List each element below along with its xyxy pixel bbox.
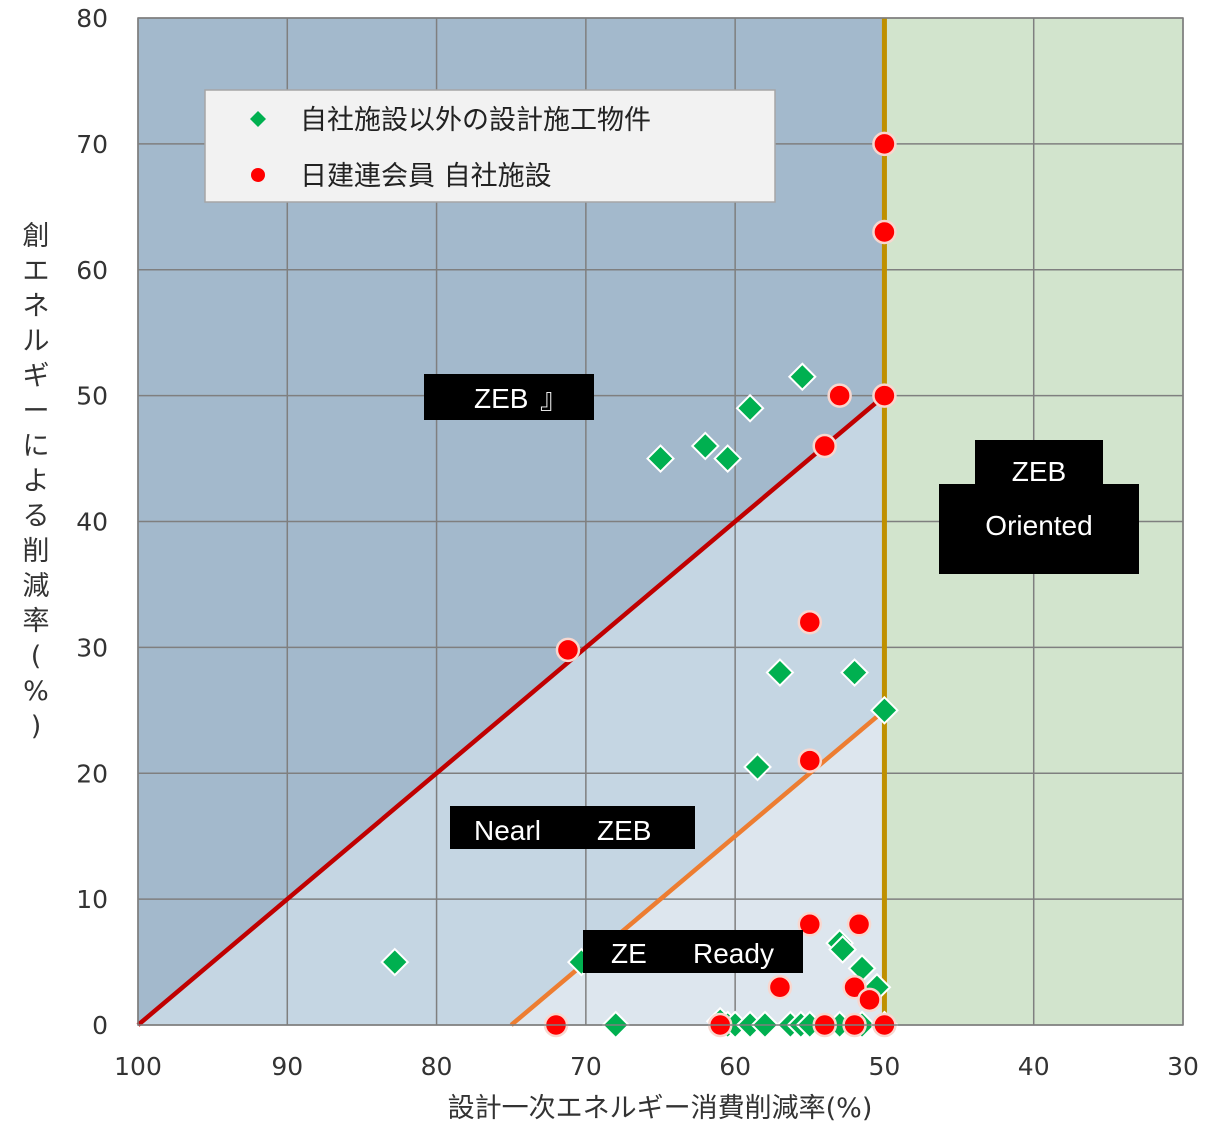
x-tick-label: 100 bbox=[114, 1052, 162, 1081]
data-point-diamond bbox=[380, 947, 410, 977]
x-tick-label: 90 bbox=[271, 1052, 303, 1081]
zeb-threshold-line bbox=[136, 393, 886, 1027]
y-tick-label: 10 bbox=[76, 885, 108, 914]
zone-label-box bbox=[450, 806, 695, 849]
legend-label-own-facilities: 日建連会員 自社施設 bbox=[300, 161, 552, 192]
y-axis-title: 創エネルギーによる削減率(%) bbox=[23, 221, 50, 742]
zone-label-box bbox=[975, 440, 1103, 484]
x-tick-label: 50 bbox=[869, 1052, 901, 1081]
zone-label-text: Oriented bbox=[985, 510, 1092, 541]
data-point-diamond bbox=[765, 658, 795, 687]
y-tick-label: 70 bbox=[76, 130, 108, 159]
data-point-circle bbox=[827, 383, 852, 408]
data-point-diamond bbox=[690, 431, 720, 461]
y-tick-label: 80 bbox=[76, 4, 108, 33]
data-point-circle bbox=[555, 637, 581, 663]
zone-label-text: ZEB bbox=[474, 383, 528, 414]
zone-label-zeb: ZEB 』 bbox=[424, 374, 594, 420]
zone-label-zeb-oriented-top: ZEB bbox=[975, 440, 1103, 487]
y-tick-label: 30 bbox=[76, 633, 108, 662]
data-point-diamond bbox=[713, 444, 743, 473]
data-point-circle bbox=[767, 974, 793, 1000]
data-point-circle bbox=[797, 912, 823, 937]
x-tick-label: 80 bbox=[421, 1052, 453, 1081]
zone-label-box bbox=[939, 484, 1139, 574]
zone-label-text: ZEB bbox=[597, 815, 651, 846]
x-tick-label: 30 bbox=[1167, 1052, 1199, 1081]
data-point-circle bbox=[872, 131, 897, 157]
zone-label-text: Nearl bbox=[474, 815, 541, 846]
data-point-diamond bbox=[743, 752, 772, 782]
legend: 自社施設以外の設計施工物件 日建連会員 自社施設 bbox=[204, 89, 776, 203]
data-point-circle bbox=[872, 219, 897, 245]
y-tick-label: 20 bbox=[76, 759, 108, 788]
data-point-circle bbox=[872, 383, 897, 408]
legend-label-outside-projects: 自社施設以外の設計施工物件 bbox=[300, 105, 651, 136]
data-point-diamond bbox=[787, 362, 817, 392]
zone-label-box bbox=[583, 930, 803, 973]
y-tick-label: 50 bbox=[76, 382, 108, 411]
data-point-diamond bbox=[870, 695, 899, 725]
zone-label-text: Ready bbox=[693, 938, 774, 969]
y-tick-label: 40 bbox=[76, 508, 108, 537]
nearly-zeb-threshold-line bbox=[509, 708, 886, 1027]
data-point-diamond bbox=[828, 935, 858, 964]
axes: 100 90 80 70 60 50 40 30 0 10 20 30 40 50 60 70 80 bbox=[76, 4, 1199, 1081]
zone-label-text: ZE bbox=[611, 938, 647, 969]
data-point-circle bbox=[812, 433, 837, 459]
data-point-circle bbox=[846, 912, 872, 937]
zone-label-text: ZEB bbox=[1012, 456, 1066, 487]
data-point-diamond bbox=[735, 393, 765, 423]
zone-label-zeb-oriented: Oriented bbox=[939, 484, 1139, 574]
legend-box bbox=[204, 89, 776, 203]
data-point-diamond bbox=[646, 444, 675, 473]
zone-labels: ZEB 』 Nearl ZEB ZE Ready ZEB Oriented bbox=[424, 374, 1139, 973]
data-point-circle bbox=[797, 748, 823, 773]
zone-label-zeb-ready: ZE Ready bbox=[583, 930, 803, 973]
zone-label-text: 』 bbox=[540, 383, 568, 414]
zone-lines bbox=[136, 18, 887, 1027]
x-tick-label: 40 bbox=[1018, 1052, 1050, 1081]
zone-label-box bbox=[424, 374, 594, 420]
y-tick-label: 0 bbox=[92, 1011, 108, 1040]
x-axis-title: 設計一次エネルギー消費削減率(%) bbox=[448, 1093, 873, 1124]
legend-diamond-icon bbox=[250, 111, 266, 127]
y-tick-label: 60 bbox=[76, 256, 108, 285]
data-point-circle bbox=[797, 609, 823, 635]
x-tick-label: 60 bbox=[719, 1052, 751, 1081]
x-tick-label: 70 bbox=[570, 1052, 602, 1081]
plot-frame bbox=[137, 17, 1184, 1026]
data-point-diamond bbox=[840, 658, 869, 687]
legend-circle-icon bbox=[251, 168, 265, 182]
zone-label-nearly-zeb: Nearl ZEB bbox=[450, 806, 695, 849]
data-point-circle bbox=[857, 987, 882, 1013]
